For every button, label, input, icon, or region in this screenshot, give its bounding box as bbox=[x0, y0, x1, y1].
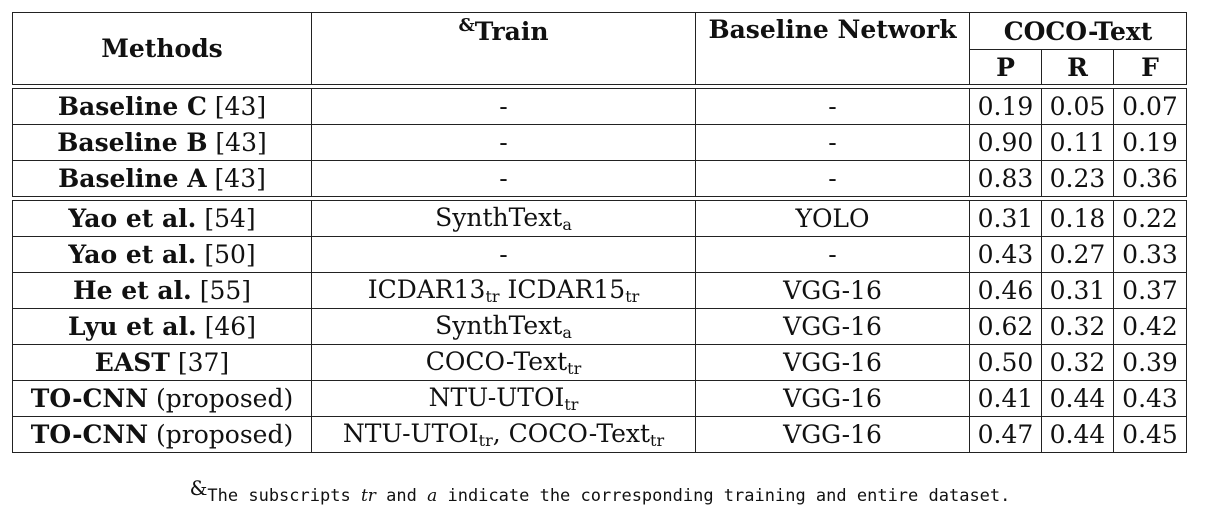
r-cell: 0.18 bbox=[1041, 200, 1114, 237]
train-cell: COCO-Texttr bbox=[311, 344, 696, 381]
network-cell: YOLO bbox=[695, 200, 970, 237]
table-row: Baseline B [43] - - 0.90 0.11 0.19 bbox=[12, 124, 1188, 161]
table-footnote: &The subscripts tr and a indicate the co… bbox=[189, 476, 1011, 506]
network-cell: VGG-16 bbox=[695, 308, 970, 345]
train-cell: - bbox=[311, 124, 696, 161]
method-cell: Yao et al. [50] bbox=[12, 236, 312, 273]
f-cell: 0.19 bbox=[1112, 124, 1188, 161]
f-cell: 0.07 bbox=[1112, 88, 1188, 125]
f-cell: 0.33 bbox=[1112, 236, 1188, 273]
train-cell: NTU-UTOItr bbox=[311, 380, 696, 417]
train-cell: ICDAR13tr ICDAR15tr bbox=[311, 272, 696, 309]
network-cell: - bbox=[695, 124, 970, 161]
p-cell: 0.43 bbox=[969, 236, 1042, 273]
train-header: &Train bbox=[311, 12, 696, 85]
footnote-mark: & bbox=[189, 476, 208, 500]
p-cell: 0.90 bbox=[969, 124, 1042, 161]
p-cell: 0.83 bbox=[969, 160, 1042, 197]
network-cell: - bbox=[695, 236, 970, 273]
train-cell: SynthTexta bbox=[311, 308, 696, 345]
f-cell: 0.22 bbox=[1112, 200, 1188, 237]
train-cell: - bbox=[311, 88, 696, 125]
method-cell: Lyu et al. [46] bbox=[12, 308, 312, 345]
precision-header: P bbox=[969, 49, 1042, 85]
table-row: He et al. [55] ICDAR13tr ICDAR15tr VGG-1… bbox=[12, 272, 1188, 309]
f-cell: 0.43 bbox=[1112, 380, 1188, 417]
r-cell: 0.44 bbox=[1041, 416, 1114, 453]
methods-header: Methods bbox=[12, 12, 312, 85]
train-cell: - bbox=[311, 160, 696, 197]
baseline-network-header: Baseline Network bbox=[695, 12, 970, 85]
r-cell: 0.11 bbox=[1041, 124, 1114, 161]
network-cell: - bbox=[695, 160, 970, 197]
p-cell: 0.19 bbox=[969, 88, 1042, 125]
train-header-label: Train bbox=[474, 17, 549, 46]
network-cell: - bbox=[695, 88, 970, 125]
network-cell: VGG-16 bbox=[695, 272, 970, 309]
table-row: Yao et al. [50] - - 0.43 0.27 0.33 bbox=[12, 236, 1188, 273]
train-cell: - bbox=[311, 236, 696, 273]
recall-header: R bbox=[1041, 49, 1114, 85]
network-cell: VGG-16 bbox=[695, 380, 970, 417]
r-cell: 0.31 bbox=[1041, 272, 1114, 309]
r-cell: 0.27 bbox=[1041, 236, 1114, 273]
f-cell: 0.42 bbox=[1112, 308, 1188, 345]
table-row: Baseline A [43] - - 0.83 0.23 0.36 bbox=[12, 160, 1188, 197]
table-row: Baseline C [43] - - 0.19 0.05 0.07 bbox=[12, 88, 1188, 125]
method-cell: He et al. [55] bbox=[12, 272, 312, 309]
f-cell: 0.45 bbox=[1112, 416, 1188, 453]
results-table: Methods &Train Baseline Network COCO-Tex… bbox=[12, 12, 1188, 453]
p-cell: 0.50 bbox=[969, 344, 1042, 381]
network-cell: VGG-16 bbox=[695, 344, 970, 381]
f-cell: 0.36 bbox=[1112, 160, 1188, 197]
r-cell: 0.32 bbox=[1041, 344, 1114, 381]
network-cell: VGG-16 bbox=[695, 416, 970, 453]
method-cell: Yao et al. [54] bbox=[12, 200, 312, 237]
r-cell: 0.32 bbox=[1041, 308, 1114, 345]
table-row: EAST [37] COCO-Texttr VGG-16 0.50 0.32 0… bbox=[12, 344, 1188, 381]
method-cell: EAST [37] bbox=[12, 344, 312, 381]
method-cell: Baseline C [43] bbox=[12, 88, 312, 125]
r-cell: 0.05 bbox=[1041, 88, 1114, 125]
header-row: Methods &Train Baseline Network COCO-Tex… bbox=[12, 12, 1188, 85]
p-cell: 0.46 bbox=[969, 272, 1042, 309]
f-cell: 0.37 bbox=[1112, 272, 1188, 309]
train-footnote-mark: & bbox=[458, 15, 475, 36]
r-cell: 0.44 bbox=[1041, 380, 1114, 417]
p-cell: 0.62 bbox=[969, 308, 1042, 345]
fscore-header: F bbox=[1112, 49, 1188, 85]
table-row: Yao et al. [54] SynthTexta YOLO 0.31 0.1… bbox=[12, 200, 1188, 237]
p-cell: 0.47 bbox=[969, 416, 1042, 453]
table-row: TO-CNN (proposed) NTU-UTOItr, COCO-Textt… bbox=[12, 416, 1188, 453]
method-cell: Baseline B [43] bbox=[12, 124, 312, 161]
method-cell: TO-CNN (proposed) bbox=[12, 416, 312, 453]
p-cell: 0.31 bbox=[969, 200, 1042, 237]
results-table-container: Methods &Train Baseline Network COCO-Tex… bbox=[12, 12, 1188, 453]
f-cell: 0.39 bbox=[1112, 344, 1188, 381]
p-cell: 0.41 bbox=[969, 380, 1042, 417]
train-cell: SynthTexta bbox=[311, 200, 696, 237]
coco-text-header: COCO-Text bbox=[968, 12, 1188, 50]
subheader-row: P R F bbox=[13, 49, 1188, 85]
table-row: Lyu et al. [46] SynthTexta VGG-16 0.62 0… bbox=[12, 308, 1188, 345]
r-cell: 0.23 bbox=[1041, 160, 1114, 197]
method-cell: TO-CNN (proposed) bbox=[12, 380, 312, 417]
train-cell: NTU-UTOItr, COCO-Texttr bbox=[311, 416, 696, 453]
table-row: TO-CNN (proposed) NTU-UTOItr VGG-16 0.41… bbox=[12, 380, 1188, 417]
method-cell: Baseline A [43] bbox=[12, 160, 312, 197]
